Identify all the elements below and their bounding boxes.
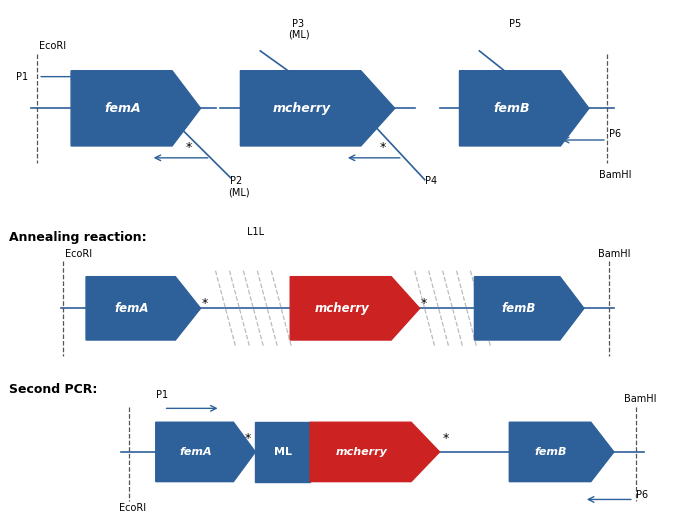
Text: P3: P3 <box>293 19 304 29</box>
Polygon shape <box>156 422 255 482</box>
Text: femA: femA <box>104 102 141 115</box>
Polygon shape <box>460 71 589 146</box>
Text: P2: P2 <box>231 176 243 186</box>
Polygon shape <box>86 277 201 340</box>
Text: P6: P6 <box>636 491 648 500</box>
Polygon shape <box>474 277 584 340</box>
Text: femB: femB <box>535 447 568 457</box>
Text: EcoRI: EcoRI <box>65 249 92 259</box>
Text: BamHI: BamHI <box>598 249 630 259</box>
Text: (ML): (ML) <box>228 188 250 197</box>
Text: ML: ML <box>274 447 292 457</box>
Text: femA: femA <box>179 447 212 457</box>
Text: mcherry: mcherry <box>273 102 331 115</box>
Text: P4: P4 <box>425 176 437 186</box>
Text: L1L: L1L <box>247 227 264 237</box>
Text: mcherry: mcherry <box>315 302 369 315</box>
Text: P6: P6 <box>609 129 621 139</box>
Text: *: * <box>202 297 208 310</box>
Text: EcoRI: EcoRI <box>119 504 146 513</box>
Polygon shape <box>241 71 395 146</box>
Text: femA: femA <box>115 302 149 315</box>
Text: Annealing reaction:: Annealing reaction: <box>9 231 147 244</box>
Polygon shape <box>510 422 614 482</box>
Text: BamHI: BamHI <box>599 170 632 180</box>
Text: *: * <box>421 297 427 310</box>
Text: *: * <box>185 142 191 155</box>
Text: P1: P1 <box>156 390 168 401</box>
Polygon shape <box>255 422 310 482</box>
Text: Second PCR:: Second PCR: <box>9 383 98 396</box>
Text: *: * <box>442 432 449 445</box>
Text: EcoRI: EcoRI <box>39 41 66 51</box>
Polygon shape <box>310 422 439 482</box>
Text: P5: P5 <box>510 19 522 29</box>
Text: femB: femB <box>501 302 535 315</box>
Text: (ML): (ML) <box>288 29 310 39</box>
Text: BamHI: BamHI <box>624 394 656 404</box>
Text: femB: femB <box>493 102 530 115</box>
Text: mcherry: mcherry <box>336 447 388 457</box>
Text: *: * <box>244 432 251 445</box>
Text: P1: P1 <box>16 72 28 82</box>
Text: *: * <box>379 142 386 155</box>
Polygon shape <box>290 277 420 340</box>
Polygon shape <box>71 71 201 146</box>
